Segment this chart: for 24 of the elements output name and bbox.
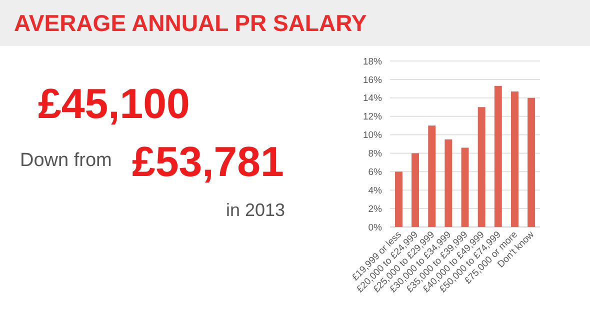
y-tick-label: 10%	[362, 130, 383, 142]
y-tick-label: 14%	[362, 93, 383, 104]
text: £53,781	[132, 138, 284, 185]
bar	[510, 91, 518, 227]
bar	[461, 148, 469, 227]
y-tick-label: 0%	[368, 222, 383, 234]
bar	[494, 86, 502, 227]
bar	[428, 126, 436, 227]
bar	[528, 98, 536, 227]
y-tick-label: 16%	[362, 74, 383, 86]
text: £45,100	[38, 80, 190, 127]
y-tick-label: 6%	[368, 166, 383, 178]
y-tick-label: 8%	[368, 148, 383, 160]
text: Down from	[20, 150, 112, 171]
bar	[444, 139, 452, 227]
bar	[412, 153, 420, 227]
text: in 2013	[226, 200, 286, 220]
bar	[394, 172, 402, 227]
text: AVERAGE ANNUAL PR SALARY	[14, 10, 367, 36]
bar	[478, 107, 486, 227]
y-tick-label: 2%	[368, 204, 383, 215]
y-tick-label: 12%	[362, 112, 383, 123]
y-tick-label: 18%	[362, 56, 383, 68]
y-tick-label: 4%	[368, 185, 383, 196]
